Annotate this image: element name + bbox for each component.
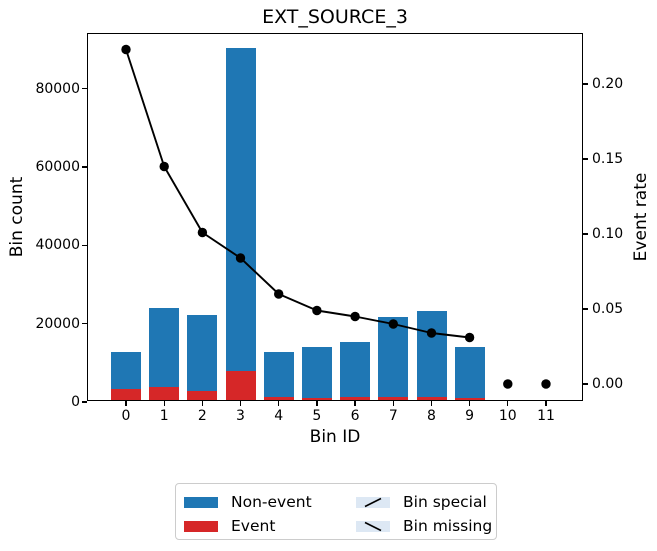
x-tick	[201, 401, 204, 407]
y-right-tick-label: 0.20	[592, 76, 624, 92]
y-left-tick-label: 60000	[35, 159, 80, 176]
bar-event-bin-8	[416, 396, 447, 400]
bar-non-event-bin-4	[263, 351, 294, 398]
x-tick-label: 5	[312, 408, 322, 424]
y-left-tick-label: 80000	[35, 80, 80, 97]
plot-area: 0 20000 40000 60000 80000 0.00 0.05 0.10 0.15 0.2…	[35, 33, 623, 424]
bar-event-bin-9	[454, 398, 485, 400]
bar-event-bin-1	[149, 386, 180, 400]
non-event-swatch	[184, 496, 218, 508]
y-left-tick	[81, 166, 87, 168]
y-right-tick-label: 0.05	[592, 301, 624, 317]
x-tick-label: 1	[159, 408, 169, 424]
bar-non-event-bin-6	[340, 342, 371, 398]
y-right-tick	[583, 308, 589, 310]
legend-label-non-event: Non-event	[231, 493, 312, 511]
x-tick	[239, 401, 242, 407]
x-tick	[125, 401, 127, 407]
hatch-pattern	[364, 521, 382, 531]
x-tick	[278, 401, 280, 407]
legend: Non-event Event Bin special Bin missing	[175, 483, 497, 540]
legend-label-event: Event	[231, 517, 276, 535]
y-left-tick	[81, 323, 87, 325]
y-right-tick-label: 0.10	[592, 226, 624, 242]
forward-hatch-stroke	[364, 497, 382, 507]
chart-title: EXT_SOURCE_3	[262, 6, 408, 28]
legend-item-non-event: Non-event	[184, 490, 356, 514]
bar-event-bin-2	[187, 391, 218, 400]
x-tick	[316, 401, 318, 407]
event-swatch	[184, 520, 218, 532]
legend-item-bin-missing: Bin missing	[356, 514, 492, 538]
legend-item-bin-special: Bin special	[356, 490, 492, 514]
x-tick	[354, 401, 356, 407]
x-tick-label: 8	[427, 408, 436, 424]
bin-special-hatch-swatch	[356, 496, 390, 508]
bar-event-bin-6	[340, 397, 371, 400]
bin-missing-hatch-swatch	[356, 520, 390, 532]
y-left-tick	[81, 88, 87, 90]
y-left-tick	[81, 401, 87, 403]
bar-event-bin-7	[378, 396, 409, 400]
x-tick-label: 10	[498, 408, 517, 424]
hatch-pattern	[364, 497, 382, 507]
bar-event-bin-0	[111, 389, 141, 400]
y-right-tick-label: 0.15	[592, 151, 624, 167]
bar-event-bin-5	[301, 397, 332, 400]
legend-label-bin-special: Bin special	[403, 493, 487, 511]
x-tick	[468, 401, 471, 407]
y-left-tick-label: 0	[71, 394, 80, 410]
y-left-tick	[81, 244, 87, 247]
x-tick-label: 9	[465, 408, 475, 424]
x-tick-label: 11	[537, 408, 555, 424]
x-tick-label: 2	[197, 408, 207, 424]
x-tick	[392, 401, 394, 407]
x-tick-label: 7	[388, 408, 398, 424]
x-tick	[430, 401, 433, 407]
x-tick-label: 3	[236, 408, 245, 424]
bar-event-bin-3	[225, 371, 256, 400]
y-right-tick	[583, 158, 589, 160]
legend-label-bin-missing: Bin missing	[403, 517, 493, 535]
y-left-tick-label: 20000	[35, 315, 80, 332]
y-right-tick-label: 0.00	[592, 376, 624, 392]
bar-non-event-bin-0	[111, 351, 141, 390]
back-hatch-stroke	[364, 521, 382, 531]
y-axis-label-left: Bin count	[7, 176, 27, 258]
y-left-tick-label: 40000	[35, 237, 80, 254]
x-tick	[163, 401, 165, 407]
bar-non-event-bin-9	[454, 347, 485, 399]
y-right-tick	[583, 83, 589, 85]
ticks-layer: 0 20000 40000 60000 80000 0.00 0.05 0.10 0.15 0.2…	[35, 34, 623, 424]
x-tick-label: 4	[274, 408, 284, 424]
bar-non-event-bin-5	[301, 347, 332, 398]
y-right-tick	[583, 233, 589, 235]
y-right-tick	[583, 383, 589, 385]
x-tick-label: 0	[121, 408, 131, 424]
x-axis-label: Bin ID	[309, 427, 361, 447]
legend-item-event: Event	[184, 514, 356, 538]
y-axis-label-right: Event rate	[631, 172, 651, 262]
bar-event-bin-4	[263, 397, 294, 400]
x-tick	[545, 401, 547, 407]
x-tick-label: 6	[350, 408, 360, 424]
x-tick	[507, 401, 509, 407]
